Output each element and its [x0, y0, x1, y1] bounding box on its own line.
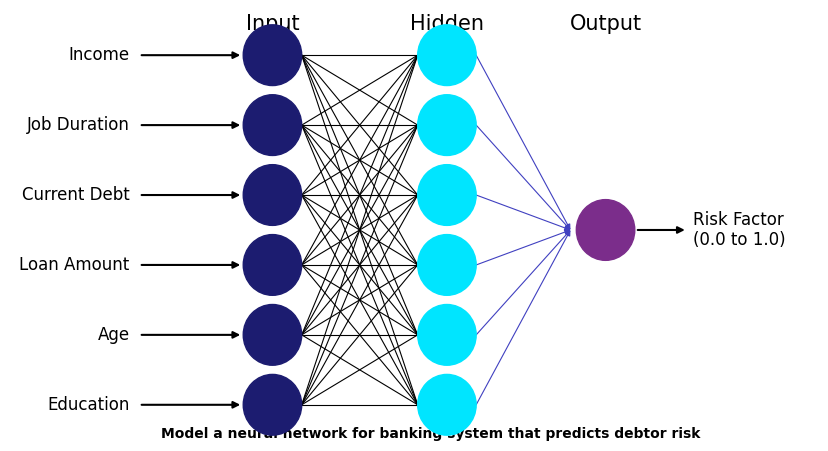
Text: Loan Amount: Loan Amount [19, 256, 129, 274]
Text: Age: Age [98, 326, 129, 344]
Ellipse shape [417, 25, 475, 86]
Text: Hidden: Hidden [409, 14, 484, 34]
Text: Current Debt: Current Debt [22, 186, 129, 204]
Ellipse shape [243, 165, 301, 226]
Ellipse shape [243, 304, 301, 365]
Ellipse shape [243, 374, 301, 435]
Ellipse shape [417, 165, 475, 226]
Ellipse shape [417, 304, 475, 365]
Ellipse shape [417, 235, 475, 295]
Ellipse shape [243, 235, 301, 295]
Ellipse shape [243, 25, 301, 86]
Ellipse shape [575, 200, 634, 260]
Text: Risk Factor
(0.0 to 1.0): Risk Factor (0.0 to 1.0) [692, 211, 784, 249]
Text: Input: Input [245, 14, 299, 34]
Text: Model a neural network for banking system that predicts debtor risk: Model a neural network for banking syste… [161, 427, 700, 441]
Ellipse shape [243, 95, 301, 156]
Ellipse shape [417, 95, 475, 156]
Text: Education: Education [47, 396, 129, 414]
Text: Income: Income [69, 46, 129, 64]
Ellipse shape [417, 374, 475, 435]
Text: Job Duration: Job Duration [26, 116, 129, 134]
Text: Output: Output [569, 14, 641, 34]
